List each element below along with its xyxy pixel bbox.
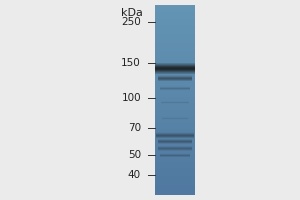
Text: kDa: kDa [121, 8, 143, 18]
Text: 70: 70 [128, 123, 141, 133]
Text: 100: 100 [122, 93, 141, 103]
Text: 250: 250 [121, 17, 141, 27]
Text: 150: 150 [121, 58, 141, 68]
Text: 40: 40 [128, 170, 141, 180]
Text: 50: 50 [128, 150, 141, 160]
